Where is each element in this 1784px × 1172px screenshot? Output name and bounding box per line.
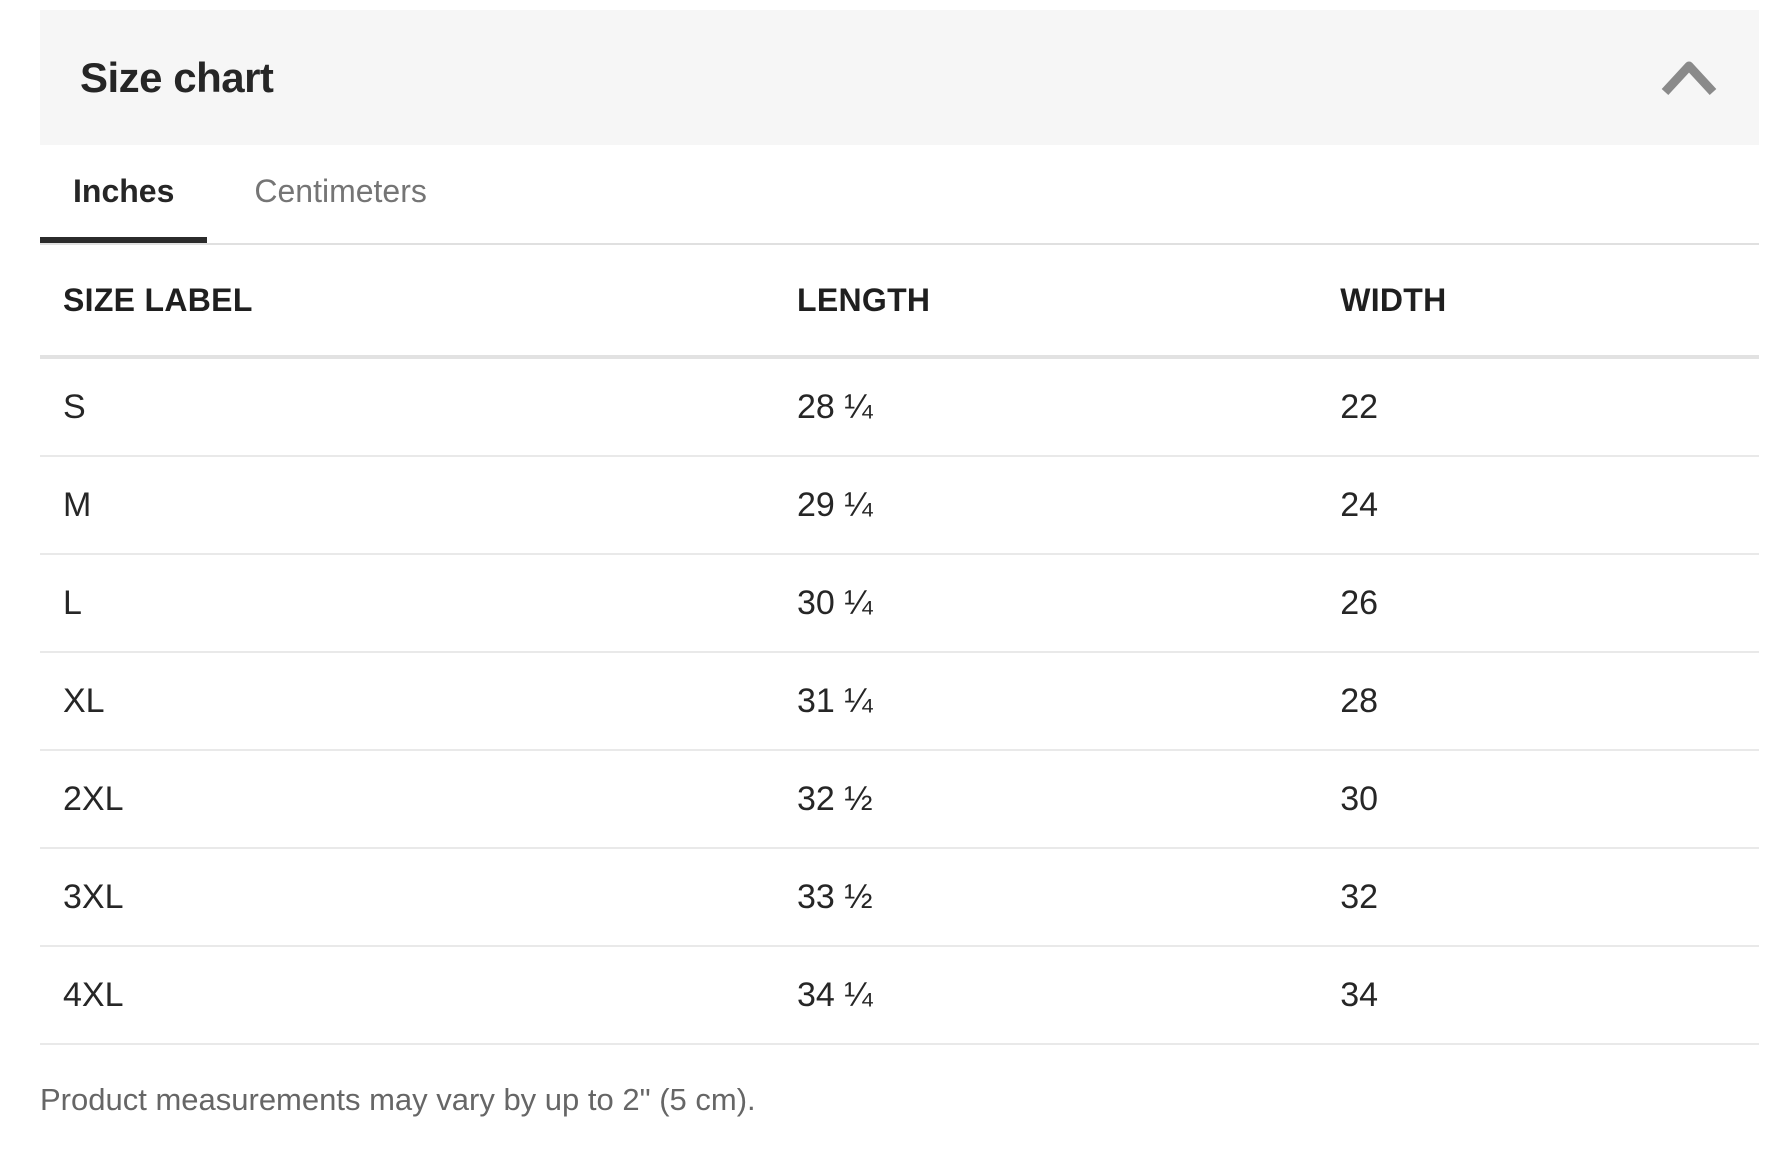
column-header-length: LENGTH <box>797 281 931 318</box>
chevron-up-icon <box>1660 59 1718 97</box>
size-cell: 4XL <box>63 975 124 1014</box>
size-cell: M <box>63 485 92 524</box>
table-row: L 30 ¼ 26 <box>40 555 1759 653</box>
column-header-size-label: SIZE LABEL <box>63 281 253 318</box>
table-row: 3XL 33 ½ 32 <box>40 849 1759 947</box>
size-cell: L <box>63 583 82 622</box>
length-cell: 31 ¼ <box>797 681 873 720</box>
width-cell: 28 <box>1340 681 1379 720</box>
length-cell: 32 ½ <box>797 779 873 818</box>
measurement-disclaimer: Product measurements may vary by up to 2… <box>40 1082 756 1117</box>
width-cell: 22 <box>1340 387 1379 426</box>
table-row: S 28 ¼ 22 <box>40 359 1759 457</box>
width-cell: 26 <box>1340 583 1379 622</box>
width-cell: 34 <box>1340 975 1379 1014</box>
table-row: XL 31 ¼ 28 <box>40 653 1759 751</box>
tab-inches[interactable]: Inches <box>40 145 208 243</box>
unit-tabs: Inches Centimeters <box>40 145 1759 245</box>
table-row: 2XL 32 ½ 30 <box>40 751 1759 849</box>
length-cell: 30 ¼ <box>797 583 873 622</box>
size-cell: S <box>63 387 86 426</box>
size-cell: 3XL <box>63 877 124 916</box>
width-cell: 24 <box>1340 485 1379 524</box>
page-title: Size chart <box>80 53 274 101</box>
size-cell: 2XL <box>63 779 124 818</box>
column-header-width: WIDTH <box>1340 281 1447 318</box>
table-header-row: SIZE LABEL LENGTH WIDTH <box>40 245 1759 359</box>
tab-centimeters[interactable]: Centimeters <box>254 172 427 209</box>
length-cell: 33 ½ <box>797 877 873 916</box>
table-row: M 29 ¼ 24 <box>40 457 1759 555</box>
size-cell: XL <box>63 681 105 720</box>
collapse-button[interactable] <box>1660 59 1718 97</box>
width-cell: 32 <box>1340 877 1379 916</box>
width-cell: 30 <box>1340 779 1379 818</box>
table-row: 4XL 34 ¼ 34 <box>40 947 1759 1045</box>
size-chart-header[interactable]: Size chart <box>40 10 1759 145</box>
length-cell: 34 ¼ <box>797 975 873 1014</box>
size-table: SIZE LABEL LENGTH WIDTH S 28 ¼ 22 M 29 ¼… <box>40 245 1759 1045</box>
length-cell: 28 ¼ <box>797 387 873 426</box>
length-cell: 29 ¼ <box>797 485 873 524</box>
size-chart-panel: Size chart Inches Centimeters SIZE LABEL… <box>40 10 1759 1118</box>
